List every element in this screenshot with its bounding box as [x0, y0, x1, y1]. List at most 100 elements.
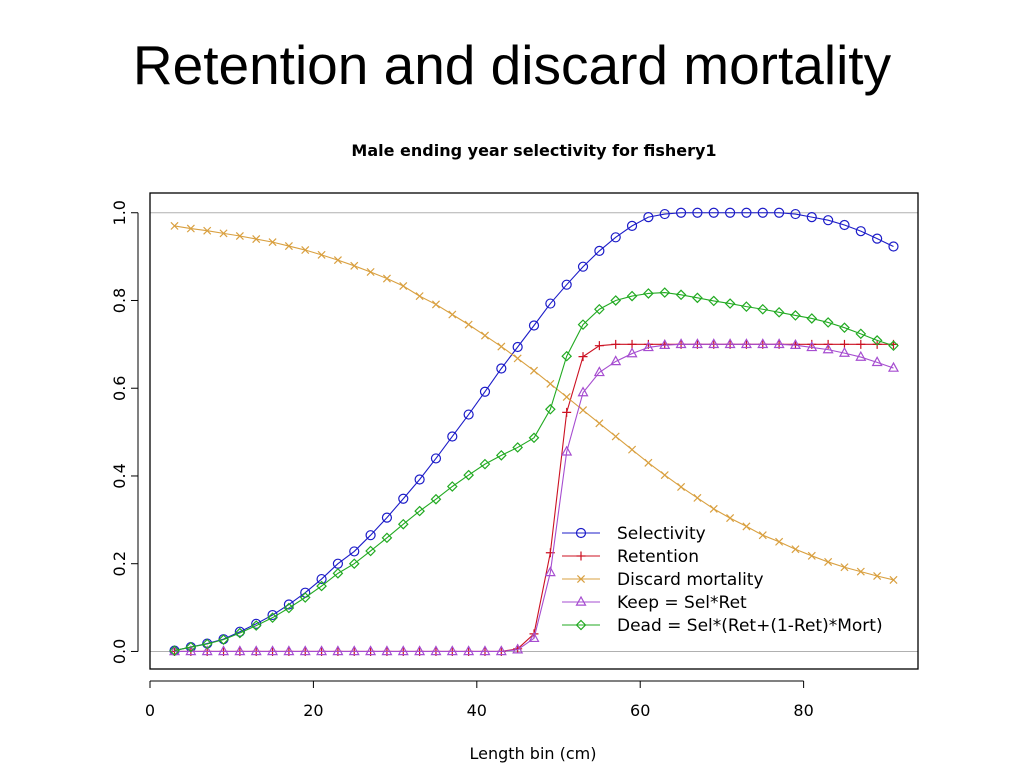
data-point [431, 300, 440, 309]
data-point [414, 505, 425, 517]
legend-item: Selectivity [562, 524, 706, 544]
x-tick-label: 0 [145, 701, 155, 720]
data-point [446, 481, 458, 492]
data-point [348, 645, 360, 656]
data-point [840, 563, 849, 572]
data-point [888, 241, 899, 252]
series-line [174, 343, 894, 653]
x-tick-label: 80 [793, 701, 813, 720]
data-point [644, 458, 653, 467]
data-point [283, 602, 295, 614]
data-point [660, 471, 669, 480]
data-point [528, 632, 540, 643]
data-point [594, 341, 604, 351]
data-point [822, 317, 834, 328]
data-point [283, 645, 295, 656]
data-point [250, 620, 262, 631]
data-point [741, 207, 752, 218]
data-point [267, 612, 278, 624]
data-point [528, 320, 540, 331]
data-point [512, 341, 523, 353]
data-point [365, 530, 376, 541]
data-point [299, 592, 311, 603]
legend-marker [575, 619, 587, 631]
data-point [643, 288, 654, 299]
data-point [513, 354, 522, 363]
data-point [529, 366, 539, 375]
data-point [267, 645, 279, 656]
data-point [185, 645, 197, 656]
data-point [333, 256, 342, 265]
data-point [675, 338, 687, 349]
data-point [365, 645, 377, 656]
data-point [512, 442, 524, 453]
data-point [332, 645, 344, 656]
legend-label: Retention [617, 547, 699, 567]
legend-label: Selectivity [617, 524, 706, 544]
data-point [708, 295, 720, 307]
data-point [691, 338, 703, 349]
x-tick-label: 40 [467, 701, 487, 720]
series-line [174, 343, 894, 653]
series-0 [169, 207, 899, 656]
data-point [855, 328, 867, 340]
legend: Selectivity Retention Discard mortality Kee… [562, 524, 883, 636]
data-point [545, 298, 556, 309]
data-point [544, 403, 556, 415]
data-point [169, 645, 180, 656]
series-line [174, 225, 894, 581]
series-1 [170, 339, 898, 656]
data-point [234, 626, 245, 637]
data-point [316, 580, 327, 592]
data-point [448, 310, 457, 319]
data-point [709, 504, 718, 513]
data-point [692, 292, 703, 304]
data-point [594, 303, 605, 315]
data-point [628, 445, 637, 454]
data-point [757, 207, 768, 218]
data-point [789, 338, 801, 349]
data-point [677, 482, 686, 491]
data-point [284, 242, 293, 251]
data-point [872, 233, 883, 244]
data-point [479, 386, 491, 397]
data-point [234, 627, 246, 639]
data-point [561, 350, 573, 362]
data-point [463, 409, 474, 420]
slide-title: Retention and discard mortality [132, 34, 892, 96]
data-point [495, 645, 507, 656]
data-point [659, 208, 670, 220]
data-point [807, 551, 816, 560]
data-point [822, 343, 834, 354]
data-point [446, 645, 458, 656]
series-3 [168, 338, 900, 656]
data-point [316, 573, 327, 585]
data-point [873, 571, 882, 581]
data-point [758, 531, 767, 540]
data-point [708, 338, 720, 349]
x-axis: 0 20 40 60 80 [145, 680, 814, 720]
data-point [675, 289, 687, 301]
data-point [382, 274, 391, 283]
legend-item: Retention [562, 547, 699, 567]
data-point [724, 338, 736, 349]
data-point [839, 322, 850, 334]
data-point [594, 245, 605, 257]
data-point [479, 458, 491, 470]
data-point [561, 279, 572, 290]
data-point [577, 386, 589, 397]
legend-label: Discard mortality [617, 570, 764, 590]
data-point [528, 432, 540, 444]
data-point [577, 261, 589, 272]
data-point [740, 338, 752, 349]
data-point [301, 246, 310, 255]
data-point [414, 474, 425, 485]
data-point [839, 219, 850, 231]
data-point [317, 250, 326, 259]
data-point [430, 645, 442, 656]
series-line [174, 292, 894, 652]
data-point [447, 431, 458, 442]
series-line [174, 212, 894, 652]
data-point [252, 235, 261, 244]
data-point [349, 546, 360, 557]
